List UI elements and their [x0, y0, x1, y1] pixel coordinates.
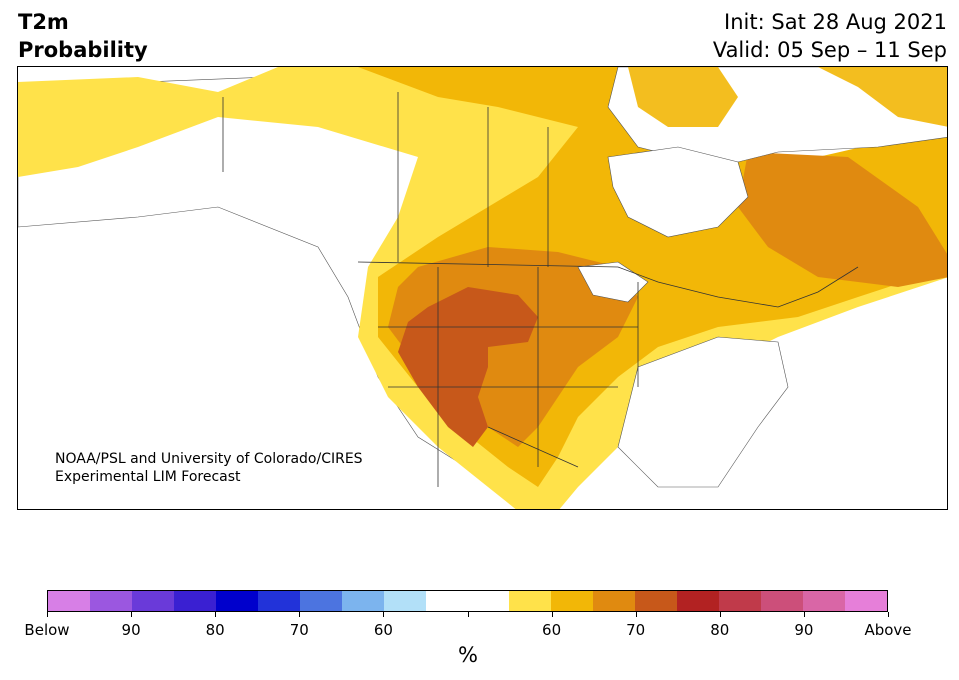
colorbar-segment [803, 591, 846, 611]
colorbar-segment [299, 591, 342, 611]
colorbar-tick-label: 60 [542, 621, 562, 639]
variable-label: T2m [18, 10, 69, 34]
colorbar-segment [845, 591, 888, 611]
colorbar-tick-label: 90 [794, 621, 814, 639]
colorbar-segment [551, 591, 594, 611]
credit-line-2: Experimental LIM Forecast [55, 469, 241, 485]
colorbar-segment [719, 591, 762, 611]
colorbar-tick-mark [131, 612, 133, 617]
credit-line-1: NOAA/PSL and University of Colorado/CIRE… [55, 451, 363, 467]
colorbar-tick-label: 70 [289, 621, 309, 639]
map-title: T2m Probability [18, 8, 148, 64]
political-borders [222, 92, 859, 487]
colorbar-tick-label: 80 [710, 621, 730, 639]
colorbar-segment [467, 591, 510, 611]
colorbar-segment [677, 591, 720, 611]
colorbar-tick-mark [551, 612, 553, 617]
colorbar-segment [173, 591, 216, 611]
colorbar-segment [635, 591, 678, 611]
colorbar-tick-mark [383, 612, 385, 617]
colorbar-segment [215, 591, 258, 611]
colorbar-tick-label: 80 [205, 621, 225, 639]
product-label: Probability [18, 38, 148, 62]
colorbar [47, 590, 888, 612]
colorbar-tick-mark [467, 612, 469, 617]
colorbar-units: % [458, 643, 478, 667]
colorbar-tick-mark [888, 612, 889, 617]
colorbar-tick-mark [719, 612, 721, 617]
hudson-bay [607, 146, 749, 238]
colorbar-tick-label: Above [864, 621, 912, 639]
colorbar-tick-label: 70 [626, 621, 646, 639]
prob-70-northeast [738, 152, 947, 287]
colorbar-segment [761, 591, 804, 611]
colorbar-tick-mark [635, 612, 637, 617]
colorbar-tick-mark [47, 612, 48, 617]
colorbar-segment [425, 591, 468, 611]
init-date: Init: Sat 28 Aug 2021 [724, 10, 947, 34]
colorbar-segment [257, 591, 300, 611]
southeast-us [617, 336, 789, 488]
colorbar-segment [341, 591, 384, 611]
colorbar-segment [48, 591, 90, 611]
colorbar-tick-mark [803, 612, 805, 617]
credit-text: NOAA/PSL and University of Colorado/CIRE… [55, 450, 363, 486]
colorbar-segment [593, 591, 636, 611]
probability-map [18, 67, 947, 509]
colorbar-segment [509, 591, 552, 611]
colorbar-segment [89, 591, 132, 611]
greenland-coast [628, 67, 738, 127]
colorbar-tick-label: 60 [373, 621, 393, 639]
colorbar-segment [383, 591, 426, 611]
colorbar-tick-label: Below [24, 621, 70, 639]
forecast-dates: Init: Sat 28 Aug 2021 Valid: 05 Sep – 11… [713, 8, 947, 64]
map-panel [17, 66, 948, 510]
greenland-coast-east [818, 67, 947, 127]
colorbar-tick-mark [299, 612, 301, 617]
valid-range: Valid: 05 Sep – 11 Sep [712, 38, 947, 62]
colorbar-segment [131, 591, 174, 611]
colorbar-tick-label: 90 [121, 621, 141, 639]
colorbar-tick-mark [215, 612, 217, 617]
